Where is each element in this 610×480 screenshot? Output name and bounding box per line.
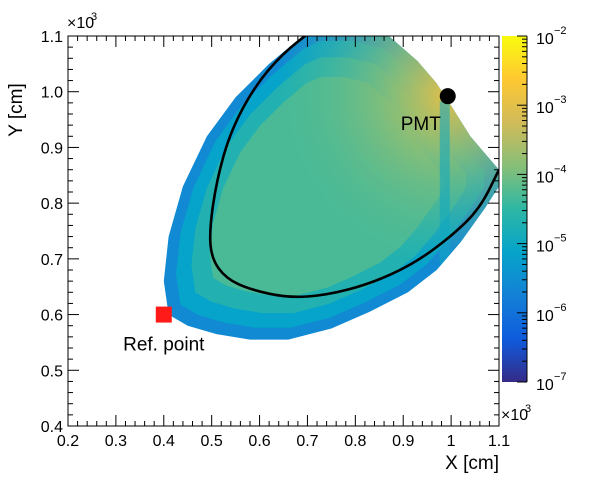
x-multiplier-exp: 3 <box>525 403 531 415</box>
colorbar-label-base: 10 <box>536 169 554 186</box>
ref-point-label: Ref. point <box>123 335 205 356</box>
x-tick-label: 0.9 <box>392 433 414 450</box>
contour-line <box>208 36 499 299</box>
colorbar-tick-label: 10 −3 <box>536 94 567 117</box>
y-axis-label: Y [cm] <box>6 83 27 137</box>
y-tick-label: 0.4 <box>41 419 63 436</box>
colorbar-label-exp: −7 <box>554 371 567 383</box>
x-multiplier: ×10 3 <box>501 403 531 424</box>
colorbar-label-exp: −2 <box>554 25 567 37</box>
pmt-label: PMT <box>401 114 442 135</box>
colorbar-label-exp: −4 <box>554 163 567 175</box>
colorbar-label-exp: −3 <box>554 94 567 106</box>
x-axis-label: X [cm] <box>445 453 499 474</box>
y-tick-label: 0.8 <box>41 196 63 213</box>
y-multiplier: ×10 3 <box>67 11 97 32</box>
pmt-shadow-strip <box>439 101 450 264</box>
y-multiplier-exp: 3 <box>91 11 97 23</box>
contour-layer <box>208 36 499 299</box>
colorbar-label-base: 10 <box>536 239 554 256</box>
x-multiplier-base: ×10 <box>501 407 528 424</box>
x-tick-label: 1 <box>447 433 456 450</box>
ref-point-marker <box>155 306 172 323</box>
markers: PMT Ref. point <box>123 88 456 356</box>
y-tick-label: 1.1 <box>41 29 63 46</box>
x-tick-label: 1.1 <box>488 433 510 450</box>
x-tick-label: 0.2 <box>57 433 79 450</box>
y-tick-label: 1.0 <box>41 85 63 102</box>
plot-border <box>67 35 500 427</box>
colorbar-label-exp: −5 <box>554 233 567 245</box>
x-tick-label: 0.3 <box>105 433 127 450</box>
y-tick-label: 0.6 <box>41 308 63 325</box>
y-tick-label: 0.7 <box>41 252 63 269</box>
x-tick-label: 0.7 <box>296 433 318 450</box>
x-tick-label: 0.6 <box>248 433 270 450</box>
x-axis: 0.2 0.3 0.4 0.5 0.6 0.7 0.8 0.9 1 1.1 <box>57 36 510 450</box>
colorbar-label-base: 10 <box>536 31 554 48</box>
colorbar-label-base: 10 <box>536 308 554 325</box>
colorbar-tick-label: 10 −2 <box>536 25 567 48</box>
y-tick-label: 0.5 <box>41 363 63 380</box>
colorbar-label-exp: −6 <box>554 302 567 314</box>
x-tick-label: 0.5 <box>201 433 223 450</box>
pmt-marker <box>439 88 456 105</box>
x-tick-label: 0.4 <box>153 433 175 450</box>
colorbar-tick-label: 10 −4 <box>536 163 567 186</box>
colorbar: 10−210−310−410−510−610−7 <box>502 25 567 394</box>
y-tick-label: 0.9 <box>41 140 63 157</box>
x-tick-label: 0.8 <box>344 433 366 450</box>
colorbar-gradient <box>502 36 527 382</box>
colorbar-label-base: 10 <box>536 100 554 117</box>
y-axis: 0.4 0.5 0.6 0.7 0.8 0.9 1.0 1.1 <box>41 29 499 436</box>
colorbar-tick-label: 10 −6 <box>536 302 567 325</box>
colorbar-tick-label: 10 −7 <box>536 371 567 394</box>
colorbar-label-base: 10 <box>536 377 554 394</box>
y-multiplier-base: ×10 <box>67 15 94 32</box>
colorbar-tick-label: 10 −5 <box>536 233 567 256</box>
